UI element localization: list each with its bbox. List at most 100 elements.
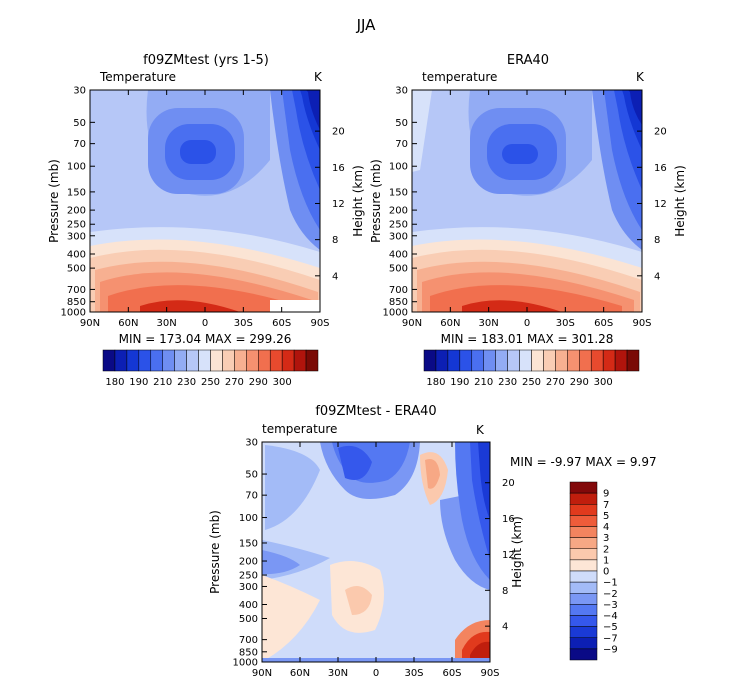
colorbar-label: 4: [603, 522, 609, 533]
colorbar-label: 230: [177, 377, 196, 388]
colorbar-swatch: [543, 349, 556, 372]
y-tick-label: 150: [389, 187, 408, 198]
model-panel-title: f09ZMtest (yrs 1-5): [143, 53, 269, 68]
model-stats: MIN = 173.04 MAX = 299.26: [119, 332, 292, 346]
difference-panel-title: f09ZMtest - ERA40: [315, 404, 436, 419]
height-tick-label: 16: [502, 514, 515, 525]
era40-contour-field: [412, 90, 642, 312]
y-tick-label: 400: [67, 249, 86, 260]
x-tick-label: 90S: [632, 318, 651, 329]
y-tick-label: 30: [395, 86, 408, 97]
model-height-axis: 20 16 12 8 4: [315, 127, 345, 282]
y-tick-label: 50: [395, 118, 408, 129]
season-title: JJA: [356, 16, 377, 34]
difference-pos1-south: [262, 575, 320, 660]
y-tick-label: 70: [245, 491, 258, 502]
colorbar-swatch: [210, 349, 223, 372]
era40-band-195: [502, 144, 538, 164]
colorbar-swatch: [569, 581, 598, 594]
era40-band-295: [462, 300, 562, 312]
colorbar-swatch: [495, 349, 508, 372]
height-tick-label: 4: [654, 271, 660, 282]
era40-colorbar: 180 190 210 230 250 270 290 300: [423, 349, 640, 388]
colorbar-swatch: [162, 349, 175, 372]
x-tick-label: 60S: [272, 318, 291, 329]
y-tick-label: 30: [245, 438, 258, 449]
colorbar-swatch: [531, 349, 544, 372]
height-tick-label: 8: [332, 235, 338, 246]
colorbar-swatch: [569, 570, 598, 583]
difference-field-label: temperature: [262, 422, 337, 436]
x-tick-label: 30N: [479, 318, 499, 329]
model-band-195: [180, 140, 216, 164]
colorbar-swatch: [483, 349, 496, 372]
colorbar-swatch: [569, 537, 598, 549]
colorbar-swatch: [246, 349, 259, 372]
y-tick-label: 100: [389, 162, 408, 173]
y-tick-label: 200: [389, 206, 408, 217]
y-tick-label: 500: [389, 264, 408, 275]
y-tick-label: 70: [73, 139, 86, 150]
era40-units-label: K: [636, 70, 645, 84]
colorbar-label: 0: [603, 567, 609, 578]
difference-stats: MIN = -9.97 MAX = 9.97: [510, 455, 657, 469]
colorbar-swatch: [293, 349, 307, 372]
colorbar-label: 300: [594, 377, 613, 388]
colorbar-swatch: [150, 349, 163, 372]
height-tick-label: 16: [654, 163, 667, 174]
x-tick-label: 30S: [234, 318, 253, 329]
colorbar-swatch: [423, 349, 437, 372]
colorbar-label: 9: [603, 489, 609, 500]
difference-neg2-mid: [262, 550, 300, 575]
colorbar-swatch: [519, 349, 532, 372]
x-tick-label: 0: [373, 668, 379, 679]
height-tick-label: 8: [654, 235, 660, 246]
y-tick-label: 400: [239, 600, 258, 611]
x-tick-label: 90S: [480, 668, 499, 679]
colorbar-label: −2: [603, 589, 618, 600]
y-tick-label: 150: [239, 538, 258, 549]
colorbar-swatch: [569, 481, 598, 494]
y-tick-label: 850: [67, 297, 86, 308]
colorbar-swatch: [569, 526, 598, 538]
colorbar-swatch: [102, 349, 116, 372]
colorbar-swatch: [305, 349, 319, 372]
model-band-295: [140, 300, 240, 312]
y-tick-label: 850: [239, 647, 258, 658]
x-tick-label: 60N: [290, 668, 310, 679]
era40-south-cold-5: [628, 90, 642, 125]
model-contour-field: [90, 90, 320, 312]
colorbar-swatch: [569, 559, 598, 572]
colorbar-label: 270: [225, 377, 244, 388]
model-south-cold-5: [306, 90, 320, 130]
y-tick-label: 700: [239, 635, 258, 646]
colorbar-label: −4: [603, 611, 618, 622]
model-masked-topography: [270, 300, 320, 312]
colorbar-label: 5: [603, 511, 609, 522]
colorbar-swatch: [555, 349, 568, 372]
era40-ylabel: Pressure (mb): [369, 159, 383, 243]
difference-neg4-top: [338, 445, 372, 480]
era40-band-220-north: [412, 90, 432, 172]
y-tick-label: 100: [239, 513, 258, 524]
y-tick-label: 500: [67, 264, 86, 275]
y-tick-label: 1000: [61, 308, 86, 319]
y-tick-label: 200: [239, 557, 258, 568]
y-tick-label: 300: [239, 582, 258, 593]
colorbar-swatch: [281, 349, 295, 372]
height-tick-label: 20: [502, 478, 515, 489]
colorbar-label: −3: [603, 600, 618, 611]
model-ylabel: Pressure (mb): [47, 159, 61, 243]
era40-panel: ERA40 temperature K 90N 60N 30N 0 30S 60S 90S …: [369, 53, 687, 388]
model-panel: f09ZMtest (yrs 1-5) Temperature K 90N 60N…: [47, 53, 365, 388]
era40-panel-title: ERA40: [507, 53, 549, 68]
colorbar-swatch: [447, 349, 461, 372]
x-tick-label: 60S: [442, 668, 461, 679]
y-tick-label: 50: [73, 118, 86, 129]
y-tick-label: 1000: [383, 308, 408, 319]
colorbar-label: −5: [603, 622, 618, 633]
model-field-label: Temperature: [99, 70, 176, 84]
